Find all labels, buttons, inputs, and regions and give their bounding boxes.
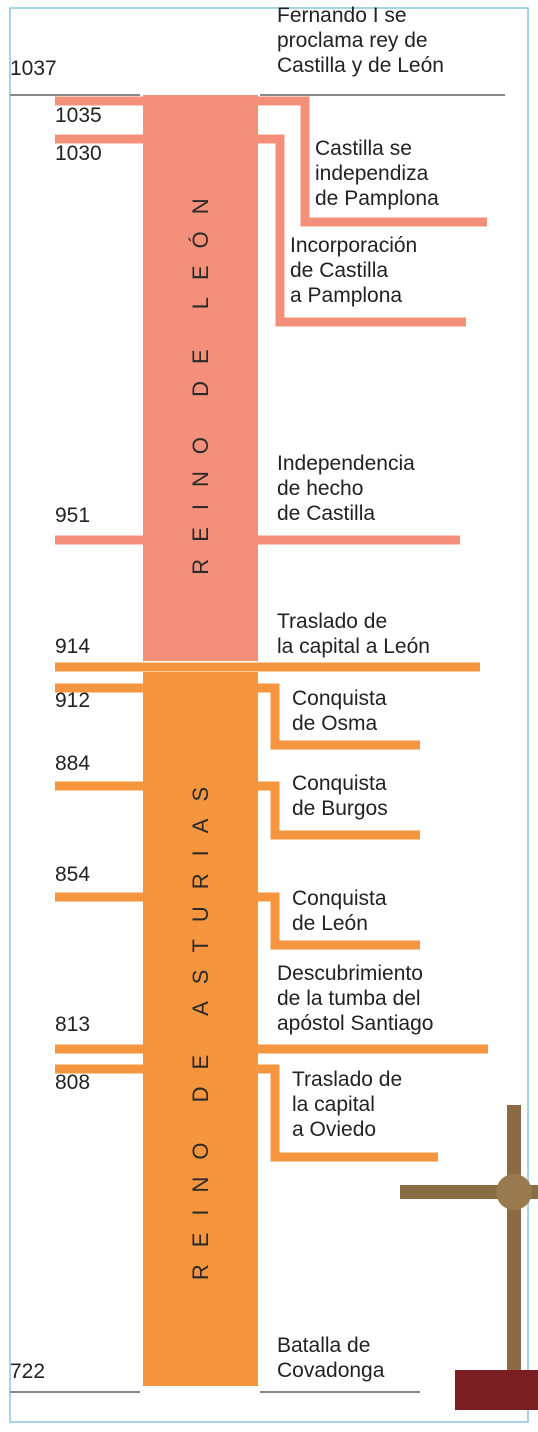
event-text: de Pamplona	[315, 187, 439, 210]
event-text: a Oviedo	[292, 1118, 376, 1141]
year-label: 1037	[10, 57, 57, 80]
event-text: la capital a León	[277, 635, 430, 658]
cross	[400, 1105, 538, 1410]
event-text: Conquista	[292, 687, 387, 710]
event-text: Traslado de	[292, 1068, 402, 1091]
event-text: de León	[292, 912, 368, 935]
year-label: 854	[55, 863, 90, 886]
event-text: de Osma	[292, 712, 378, 735]
year-label: 1030	[55, 142, 102, 165]
event-text: Descubrimiento	[277, 962, 423, 985]
event-text: Traslado de	[277, 610, 387, 633]
kingdom-label: REINO DE ASTURIAS	[188, 770, 213, 1280]
event-text: independiza	[315, 162, 429, 185]
event-text: de Castilla	[277, 502, 375, 525]
event-text: apóstol Santiago	[277, 1012, 433, 1035]
year-label: 1035	[55, 104, 102, 127]
kingdom-label: REINO DE LEÓN	[188, 181, 213, 574]
year-label: 808	[55, 1071, 90, 1094]
event-text: Castilla y de León	[277, 54, 444, 77]
event-text: de hecho	[277, 477, 363, 500]
event-text: Conquista	[292, 772, 387, 795]
event-text: Independencia	[277, 452, 415, 475]
year-label: 813	[55, 1013, 90, 1036]
page: REINO DE LEÓN REINO DE ASTURIAS 1037 Fern…	[0, 0, 538, 1432]
event-text: Castilla se	[315, 137, 412, 160]
event-text: Fernando I se	[277, 4, 407, 27]
timeline: REINO DE LEÓN REINO DE ASTURIAS 1037 Fern…	[0, 0, 538, 1432]
event-text: Conquista	[292, 887, 387, 910]
year-label: 722	[10, 1360, 45, 1383]
event-text: Covadonga	[277, 1359, 385, 1382]
event-text: Batalla de	[277, 1334, 370, 1357]
year-label: 884	[55, 752, 90, 775]
year-label: 951	[55, 504, 90, 527]
event-text: la capital	[292, 1093, 375, 1116]
event-text: de la tumba del	[277, 987, 421, 1010]
event-text: Incorporación	[290, 234, 417, 257]
event-text: a Pamplona	[290, 284, 402, 307]
year-label: 914	[55, 635, 90, 658]
event-text: de Castilla	[290, 259, 388, 282]
event-text: de Burgos	[292, 797, 388, 820]
event-text: proclama rey de	[277, 29, 428, 52]
